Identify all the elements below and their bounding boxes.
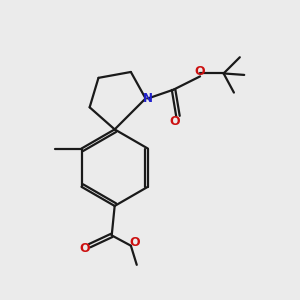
Text: O: O (80, 242, 90, 255)
Text: O: O (170, 115, 180, 128)
Text: O: O (129, 236, 140, 249)
Text: O: O (195, 64, 206, 78)
Text: N: N (143, 92, 153, 105)
